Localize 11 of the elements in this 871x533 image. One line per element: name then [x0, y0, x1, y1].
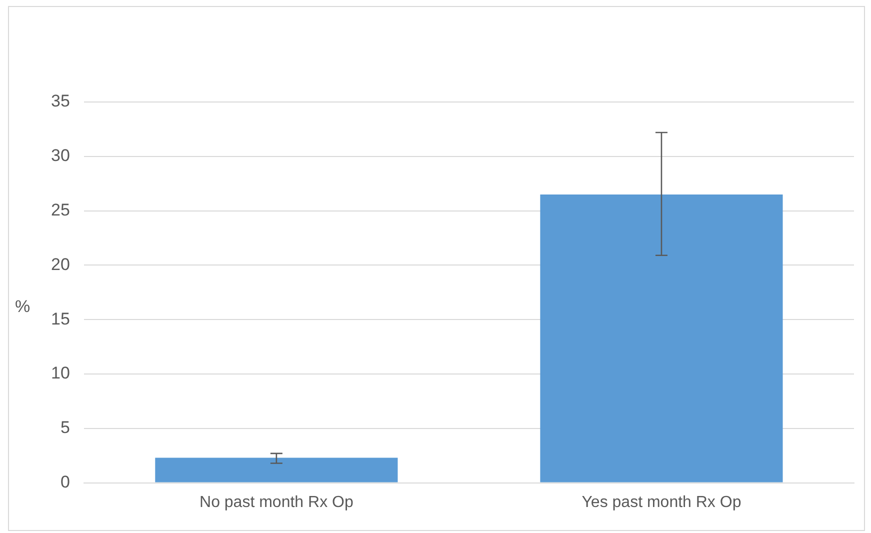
x-tick-label: Yes past month Rx Op [582, 494, 742, 511]
y-tick-label: 0 [60, 472, 70, 492]
y-tick-label: 15 [50, 309, 70, 328]
y-tick-label: 20 [50, 254, 70, 274]
y-tick-label: 5 [60, 418, 70, 438]
y-axis-title: % [15, 297, 30, 317]
x-tick-label: No past month Rx Op [200, 494, 354, 511]
y-tick-label: 30 [50, 146, 70, 166]
y-tick-label: 10 [50, 364, 70, 383]
y-tick-label: 25 [50, 200, 70, 220]
y-tick-label: 35 [50, 92, 70, 111]
